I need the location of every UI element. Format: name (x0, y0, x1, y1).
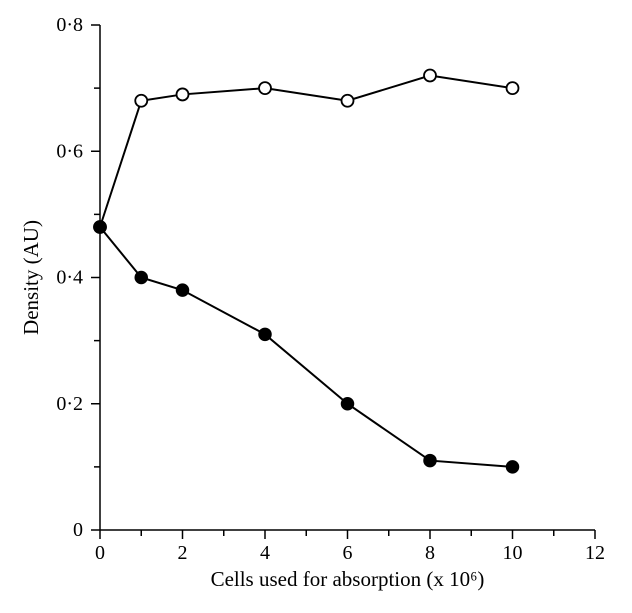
marker-open-circles (342, 95, 354, 107)
x-tick-label: 8 (425, 542, 435, 564)
chart-container: 0 2 4 6 8 10 12 Cells used for absorption (x 10… (0, 0, 632, 613)
marker-filled-circles (177, 284, 189, 296)
x-tick-label: 4 (260, 542, 270, 564)
x-axis-label: Cells used for absorption (x 10⁶) (211, 567, 485, 591)
marker-filled-circles (94, 221, 106, 233)
marker-filled-circles (259, 328, 271, 340)
marker-open-circles (507, 82, 519, 94)
marker-open-circles (135, 95, 147, 107)
line-chart: 0 2 4 6 8 10 12 Cells used for absorption (x 10… (0, 0, 632, 613)
marker-open-circles (259, 82, 271, 94)
x-tick-label: 10 (503, 542, 523, 564)
x-tick-label: 12 (585, 542, 605, 564)
y-tick-label: 0·2 (56, 393, 83, 415)
marker-filled-circles (507, 461, 519, 473)
marker-filled-circles (424, 455, 436, 467)
y-tick-label: 0 (73, 519, 83, 541)
y-tick-label: 0·6 (56, 140, 83, 162)
x-tick-label: 2 (178, 542, 188, 564)
marker-filled-circles (135, 272, 147, 284)
marker-open-circles (424, 70, 436, 82)
marker-filled-circles (342, 398, 354, 410)
x-tick-label: 0 (95, 542, 105, 564)
series-line-filled-circles (100, 227, 513, 467)
y-tick-label: 0·4 (56, 267, 83, 289)
series-line-open-circles (100, 76, 513, 228)
x-tick-label: 6 (343, 542, 353, 564)
y-axis-label: Density (AU) (19, 220, 43, 335)
y-tick-label: 0·8 (56, 14, 83, 36)
marker-open-circles (177, 88, 189, 100)
